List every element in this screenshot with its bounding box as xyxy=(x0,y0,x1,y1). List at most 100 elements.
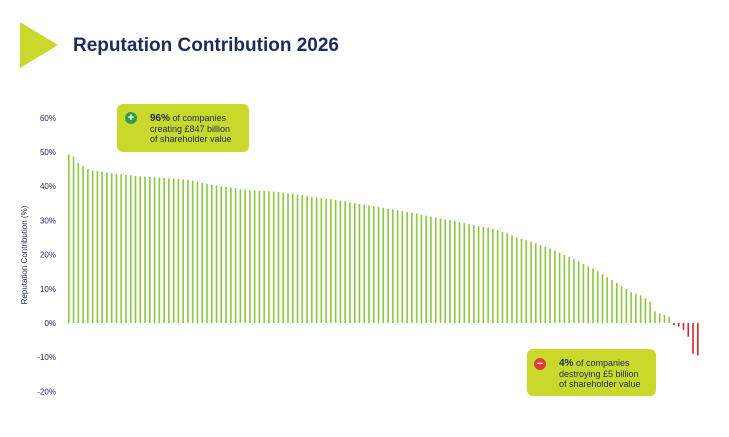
bar xyxy=(268,191,270,323)
bar xyxy=(272,191,275,323)
bar xyxy=(168,178,170,323)
bar xyxy=(153,177,156,323)
minus-circle-icon: − xyxy=(534,358,546,370)
bar xyxy=(177,179,180,323)
bar xyxy=(625,289,628,323)
negative-callout-line3: of shareholder value xyxy=(559,379,641,389)
bar xyxy=(129,175,132,323)
bar xyxy=(635,293,637,323)
bar xyxy=(496,230,499,323)
bar xyxy=(249,189,251,323)
bar xyxy=(697,323,699,356)
bar xyxy=(482,226,485,323)
bar xyxy=(673,323,675,326)
bar xyxy=(215,185,218,323)
bar xyxy=(439,218,442,323)
bar xyxy=(444,219,447,323)
bar xyxy=(320,198,323,323)
bar xyxy=(506,233,508,323)
negative-callout-line1: 4% of companies xyxy=(559,358,641,369)
bar xyxy=(82,166,84,323)
bar xyxy=(306,196,308,323)
positive-callout-line1: 96% of companies xyxy=(150,113,232,124)
bar xyxy=(511,235,513,323)
bar xyxy=(406,211,408,323)
negative-callout: − 4% of companies destroying £5 billion … xyxy=(527,349,656,396)
bar xyxy=(210,184,213,323)
bar xyxy=(601,274,604,323)
bar xyxy=(96,171,99,323)
bar xyxy=(72,156,75,323)
bar xyxy=(187,179,189,323)
bar xyxy=(139,176,142,323)
bar xyxy=(287,193,289,323)
y-tick-label: -20% xyxy=(37,387,56,396)
bar xyxy=(644,298,647,323)
bar xyxy=(387,208,389,323)
bar xyxy=(425,215,427,323)
y-tick-label: -10% xyxy=(37,353,56,362)
positive-line1-rest: of companies xyxy=(170,113,227,123)
bar xyxy=(473,225,475,323)
bar xyxy=(244,189,246,323)
bar xyxy=(658,313,661,323)
bar xyxy=(430,216,432,323)
bar xyxy=(453,221,456,323)
bar xyxy=(630,292,632,323)
bar xyxy=(654,311,656,323)
bar xyxy=(201,182,204,323)
bar xyxy=(68,154,70,323)
bar xyxy=(220,186,223,323)
bar xyxy=(582,263,585,323)
header-triangle-icon xyxy=(20,22,58,68)
bar xyxy=(544,246,547,323)
bar xyxy=(558,252,561,323)
bar xyxy=(615,282,618,323)
bar xyxy=(411,212,413,323)
bar xyxy=(639,295,642,323)
positive-callout: + 96% of companies creating £847 billion… xyxy=(117,104,249,152)
bar xyxy=(349,202,351,323)
negative-highlight: 4% xyxy=(559,358,574,369)
bar xyxy=(563,254,566,323)
y-tick-label: 30% xyxy=(40,216,56,225)
bar xyxy=(191,180,194,323)
bar xyxy=(353,202,356,323)
bar xyxy=(149,176,151,323)
bar xyxy=(344,201,346,323)
bar xyxy=(163,177,165,323)
bar xyxy=(277,192,280,323)
bar xyxy=(568,256,570,323)
bar xyxy=(649,301,651,323)
bar xyxy=(577,261,580,323)
bar xyxy=(530,241,532,323)
bar xyxy=(77,162,80,323)
negative-line1-rest: of companies xyxy=(573,358,630,368)
bar xyxy=(334,199,337,323)
bar xyxy=(120,174,123,323)
bar xyxy=(668,316,671,323)
y-tick-label: 0% xyxy=(44,319,56,328)
bar xyxy=(258,190,261,323)
bar xyxy=(87,169,89,323)
bar xyxy=(144,176,146,323)
bar xyxy=(677,323,680,327)
bar xyxy=(363,204,366,323)
bar xyxy=(663,314,666,323)
y-tick-label: 20% xyxy=(40,251,56,260)
bar xyxy=(225,186,227,323)
negative-callout-line2: destroying £5 billion xyxy=(559,369,639,379)
bar xyxy=(525,240,528,323)
positive-highlight: 96% xyxy=(150,113,171,124)
bar xyxy=(611,279,613,323)
bar xyxy=(115,173,118,323)
bar xyxy=(492,228,494,323)
bar xyxy=(301,195,304,323)
bar xyxy=(392,209,394,323)
bar xyxy=(434,217,437,323)
positive-callout-line2: creating £847 billion xyxy=(150,124,231,134)
bar xyxy=(401,210,404,323)
page-title: Reputation Contribution 2026 xyxy=(73,35,339,56)
bar xyxy=(606,277,609,323)
